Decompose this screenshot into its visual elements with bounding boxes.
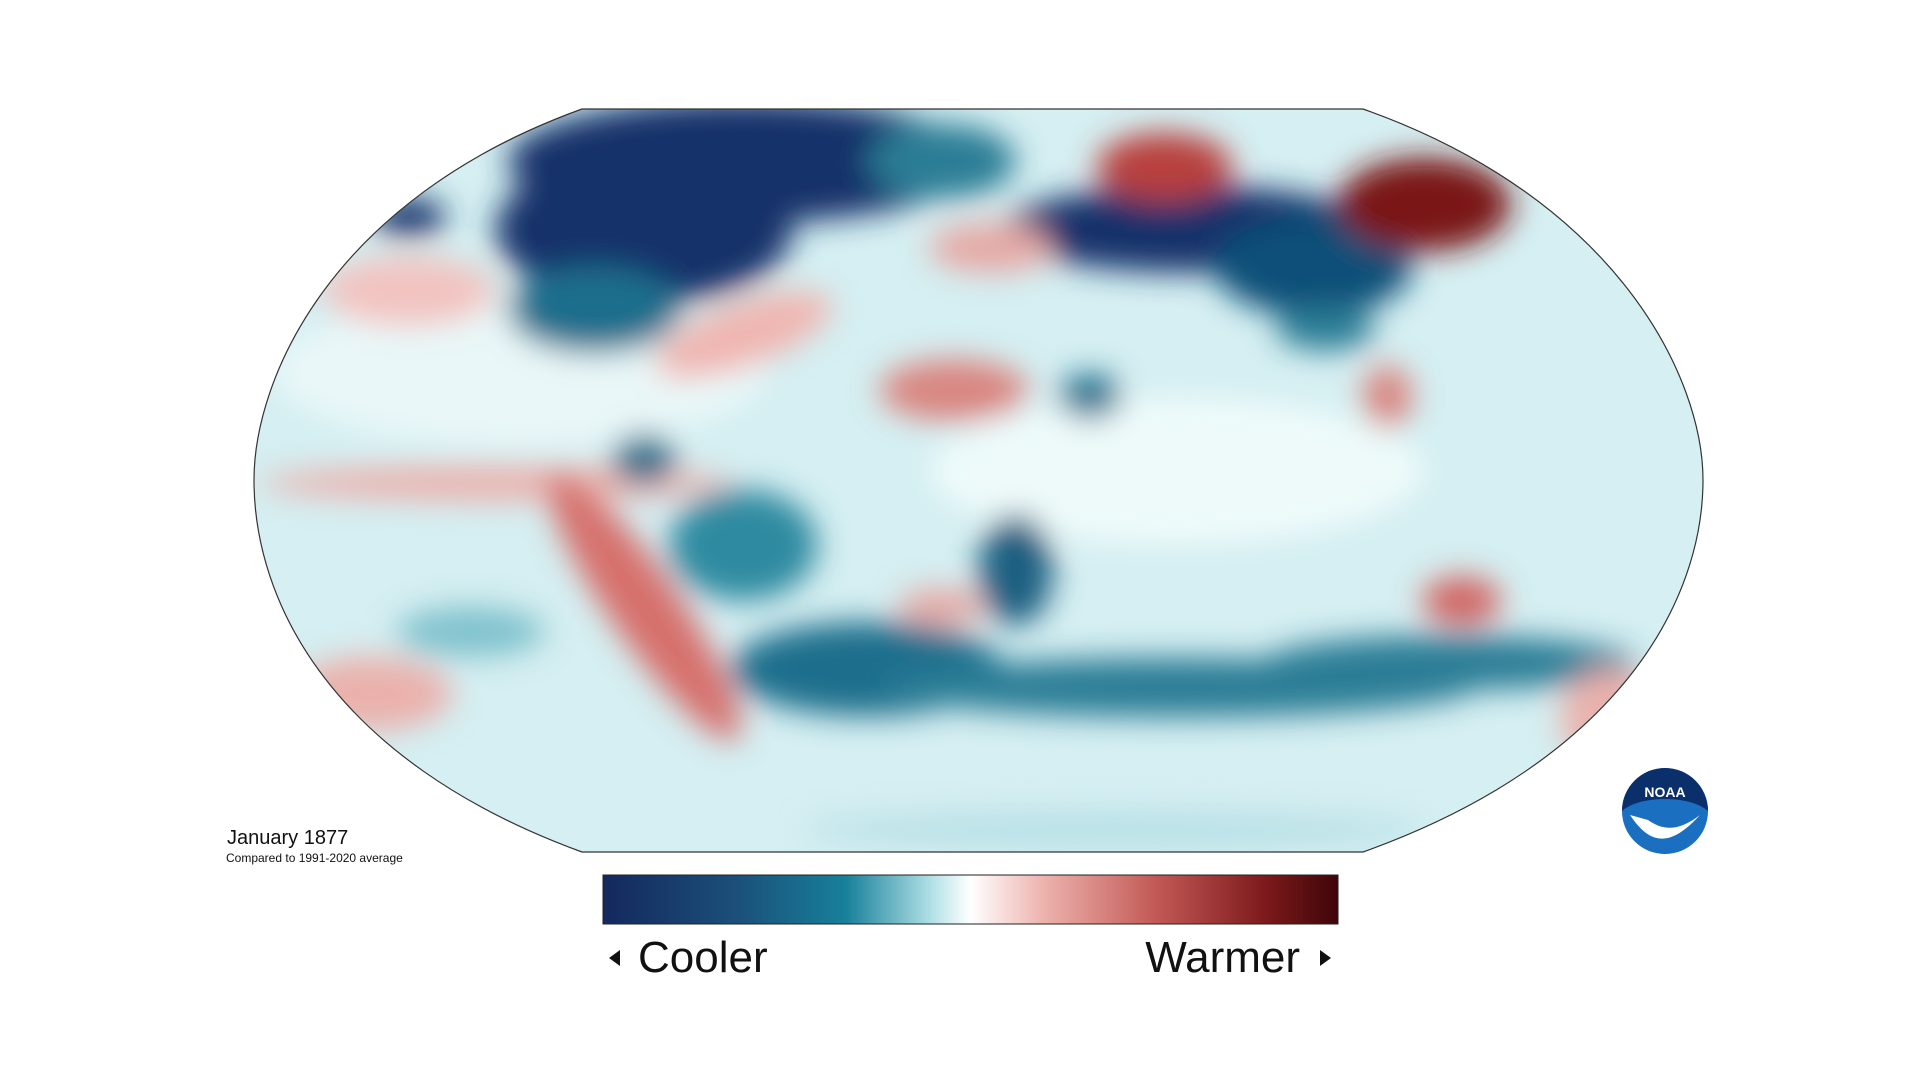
logo-text: NOAA bbox=[1644, 784, 1685, 800]
map-subtitle: Compared to 1991-2020 average bbox=[226, 851, 403, 865]
warmer-arrow bbox=[1320, 950, 1331, 966]
cooler-arrow bbox=[609, 950, 620, 966]
anomaly-map bbox=[254, 109, 1703, 852]
color-bar bbox=[602, 874, 1339, 925]
legend-high-label: Warmer bbox=[1145, 933, 1300, 982]
legend-low-label: Cooler bbox=[638, 933, 768, 982]
map-outline bbox=[253, 108, 1704, 853]
map-title: January 1877 bbox=[227, 827, 348, 849]
noaa-logo: NOAA bbox=[1622, 768, 1708, 854]
